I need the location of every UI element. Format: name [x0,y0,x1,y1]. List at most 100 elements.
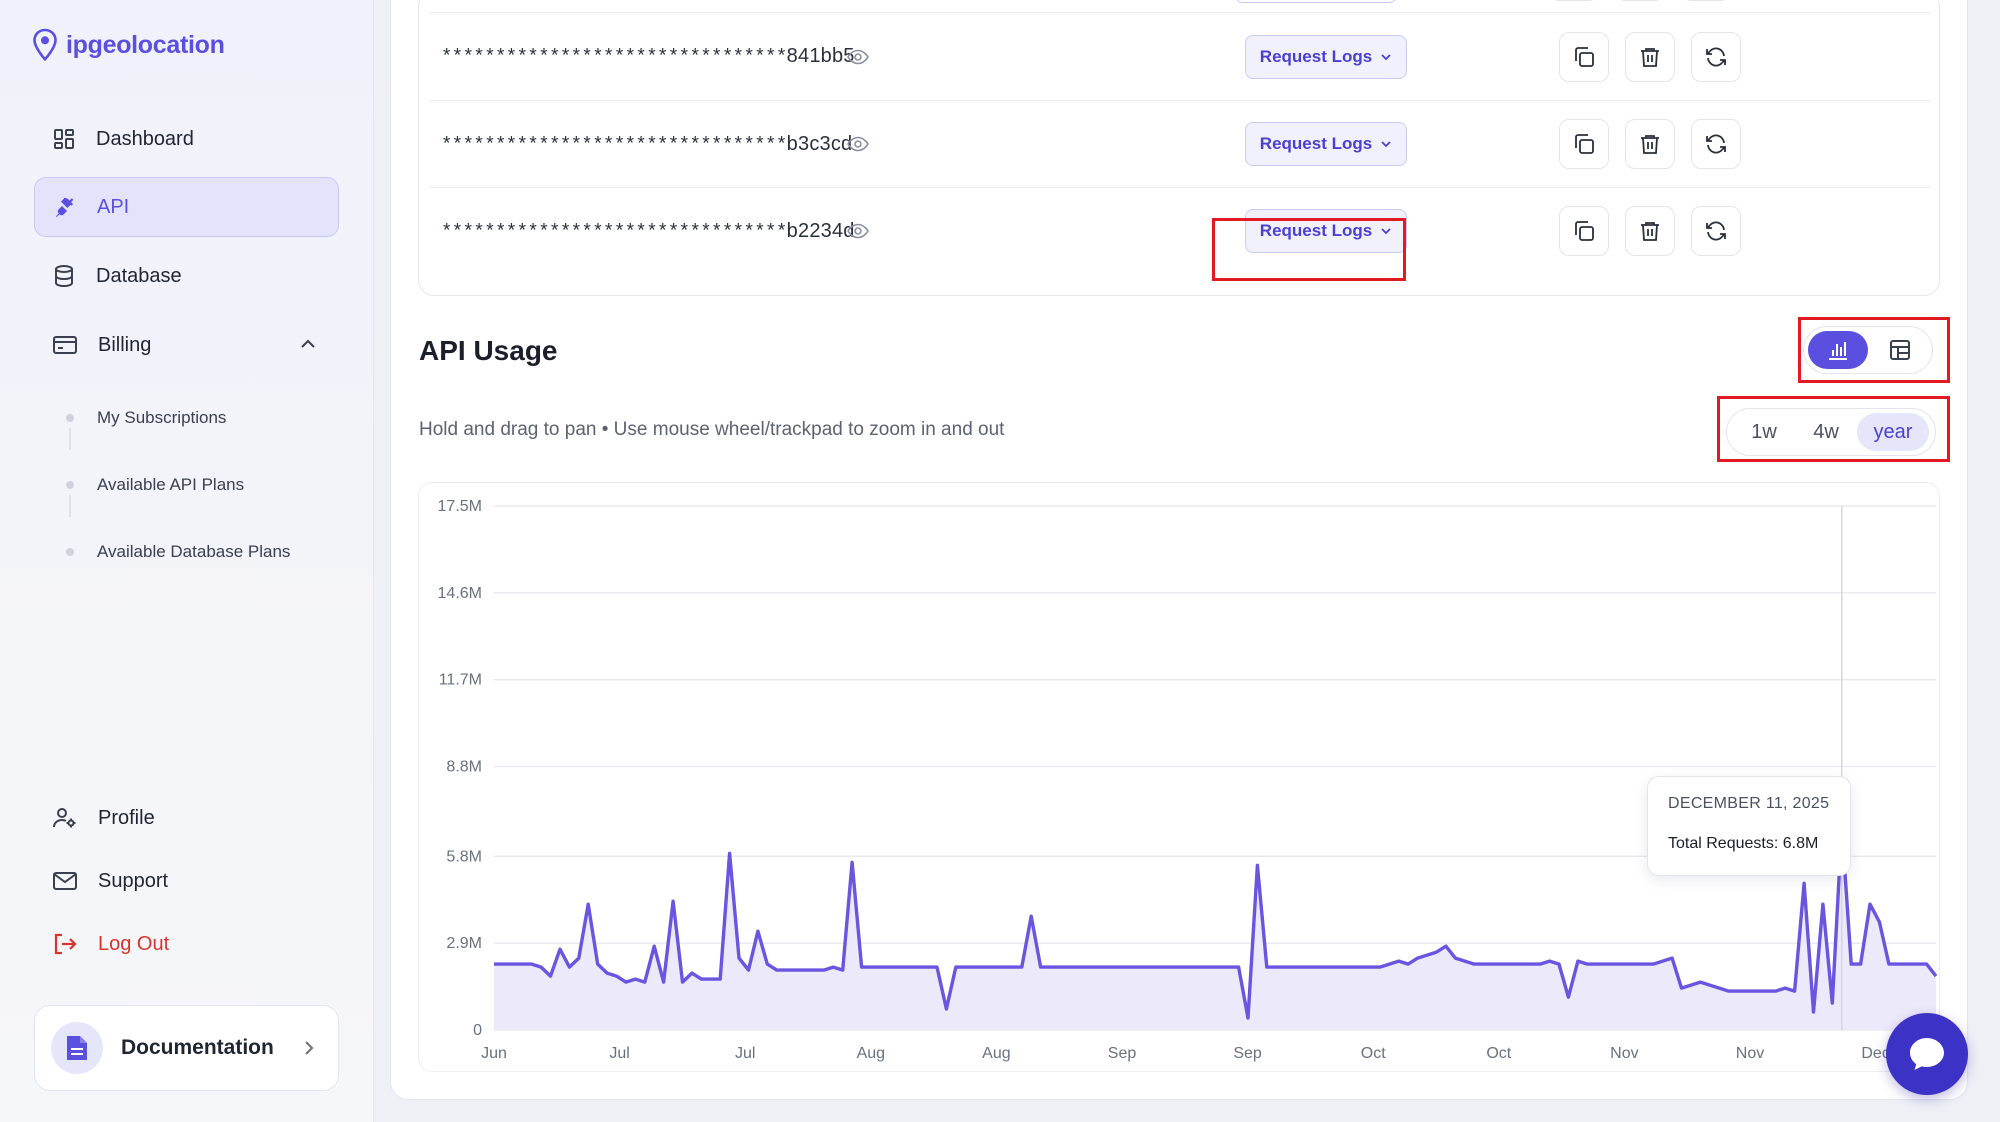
sidebar-item-dashboard[interactable]: Dashboard [34,109,339,169]
range-1w[interactable]: 1w [1751,420,1777,443]
refresh-icon [1706,134,1726,154]
sidebar-item-api[interactable]: API [34,177,339,237]
credit-card-icon [53,336,77,354]
submenu-available-api-plans[interactable]: Available API Plans [97,475,245,494]
location-pin-icon [33,28,57,62]
regenerate-button-partial[interactable] [1681,0,1731,1]
series-area [494,826,1936,1030]
database-icon [55,265,73,288]
user-gear-icon [53,808,76,828]
delete-button-partial[interactable] [1615,0,1665,1]
regenerate-button[interactable] [1691,119,1741,169]
logo[interactable]: ipgeolocation [32,28,225,62]
request-logs-button[interactable]: Request Logs [1245,122,1407,166]
dashboard-grid-icon [54,129,74,149]
submenu-dot [66,548,74,556]
copy-icon [1575,221,1594,241]
request-logs-button[interactable]: Request Logs [1245,209,1407,253]
regenerate-button[interactable] [1691,206,1741,256]
table-row: ********************************b2234d Re… [429,187,1931,274]
x-tick-label: Aug [982,1045,1010,1062]
sidebar-item-label: Database [96,264,182,287]
main-panel: ********************************841bb5 Re… [390,0,1968,1100]
sidebar-item-logout[interactable]: Log Out [34,914,339,974]
chart-hint: Hold and drag to pan • Use mouse wheel/t… [419,419,1005,440]
copy-button[interactable] [1559,31,1609,82]
documentation-label: Documentation [121,1036,274,1059]
x-tick-label: Jul [609,1045,629,1062]
submenu-my-subscriptions[interactable]: My Subscriptions [97,408,227,427]
table-view-button[interactable] [1870,331,1930,369]
sidebar-item-label: Log Out [98,932,170,955]
logout-icon [54,933,77,955]
api-keys-card: ********************************841bb5 Re… [418,0,1940,296]
copy-button[interactable] [1559,206,1609,256]
x-tick-label: Jun [481,1045,507,1062]
copy-icon [1575,46,1594,67]
submenu-dot [66,414,74,422]
request-logs-button-partial[interactable] [1235,0,1397,3]
eye-icon[interactable] [847,136,869,152]
sidebar: ipgeolocation Dashboard API Database Bil… [0,0,374,1122]
sidebar-item-database[interactable]: Database [34,246,339,306]
submenu-connector [69,428,71,450]
sidebar-item-label: API [97,195,130,218]
delete-button[interactable] [1625,119,1675,169]
chart-view-button[interactable] [1808,331,1868,369]
trash-icon [1641,135,1659,154]
copy-button-partial[interactable] [1549,0,1599,1]
y-tick-label: 11.7M [439,672,482,689]
range-year[interactable]: year [1857,413,1929,451]
sidebar-item-billing[interactable]: Billing [34,315,339,375]
chevron-up-icon[interactable] [299,335,317,353]
table-row: ********************************841bb5 Re… [429,13,1931,100]
envelope-icon [53,872,77,890]
usage-chart-svg[interactable]: 0 2.9M 5.8M 8.8M 11.7M 14.6M 17.5M Jun Jul Jul Aug… [419,483,1940,1072]
sidebar-item-label: Dashboard [96,127,194,150]
chevron-right-icon [305,1041,314,1055]
chat-button[interactable] [1886,1013,1968,1095]
tooltip-date: DECEMBER 11, 2025 [1668,795,1830,812]
table-row: ********************************b3c3cd Re… [429,100,1931,187]
sidebar-item-label: Support [98,869,169,892]
api-key-masked: ********************************841bb5 [441,45,855,68]
delete-button[interactable] [1625,206,1675,256]
sidebar-item-label: Profile [98,806,155,829]
tooltip-value: Total Requests: 6.8M [1668,835,1819,852]
view-toggle [1803,326,1933,374]
eye-icon[interactable] [847,223,869,239]
sidebar-item-support[interactable]: Support [34,851,339,911]
y-tick-label: 0 [473,1022,482,1039]
series-line [494,824,1938,1020]
x-tick-label: Sep [1108,1045,1137,1062]
copy-button[interactable] [1559,119,1609,169]
y-tick-label: 17.5M [438,498,482,515]
api-usage-title: API Usage [419,335,558,366]
sidebar-item-label: Billing [98,333,152,356]
copy-icon [1575,134,1594,154]
request-logs-button[interactable]: Request Logs [1245,34,1407,79]
range-4w[interactable]: 4w [1813,420,1839,443]
trash-icon [1641,222,1659,241]
regenerate-button[interactable] [1691,31,1741,82]
chart-tooltip: DECEMBER 11, 2025 Total Requests: 6.8M [1647,776,1851,876]
x-tick-label: Nov [1736,1045,1764,1062]
x-tick-label: Aug [857,1045,885,1062]
bar-chart-icon [1829,342,1847,360]
chevron-down-icon [1381,141,1391,148]
table-icon [1890,340,1910,360]
x-tick-label: Oct [1486,1045,1511,1062]
api-key-masked: ********************************b3c3cd [441,132,853,156]
plug-icon [56,197,74,217]
documentation-card[interactable]: Documentation [34,1005,339,1091]
range-selector: 1w 4w year [1726,408,1936,456]
y-tick-label: 8.8M [446,759,482,776]
sidebar-item-profile[interactable]: Profile [34,788,339,848]
submenu-dot [66,481,74,489]
eye-icon[interactable] [847,49,869,65]
trash-icon [1641,47,1659,67]
refresh-icon [1706,221,1726,241]
submenu-available-database-plans[interactable]: Available Database Plans [97,542,291,561]
x-tick-label: Jul [735,1045,755,1062]
delete-button[interactable] [1625,31,1675,82]
